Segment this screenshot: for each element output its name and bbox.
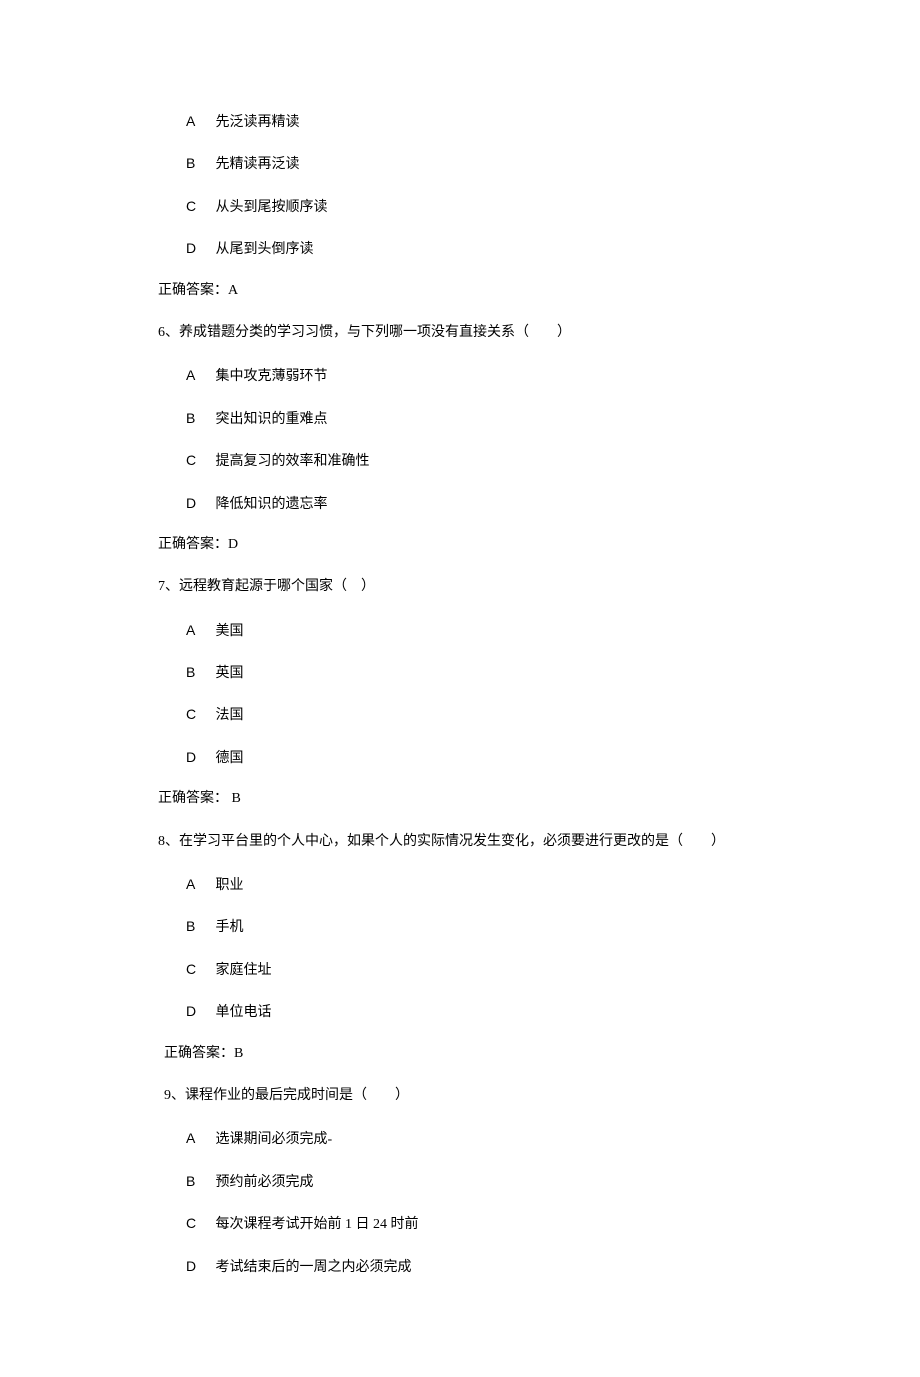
option-text: 职业	[216, 878, 244, 893]
q9-option-d: D 考试结束后的一周之内必须完成	[186, 1255, 762, 1279]
option-text: 德国	[216, 751, 244, 766]
option-letter: B	[186, 407, 212, 429]
q5-option-c: C 从头到尾按顺序读	[186, 195, 762, 219]
option-letter: A	[186, 873, 212, 895]
option-text: 法国	[216, 708, 244, 723]
option-letter: D	[186, 237, 212, 259]
option-letter: B	[186, 915, 212, 937]
q9-option-b: B 预约前必须完成	[186, 1170, 762, 1194]
q7-option-d: D 德国	[186, 746, 762, 770]
q7-answer: 正确答案： B	[158, 788, 762, 810]
option-letter: C	[186, 958, 212, 980]
option-letter: C	[186, 195, 212, 217]
q5-option-d: D 从尾到头倒序读	[186, 237, 762, 261]
option-text: 降低知识的遗忘率	[216, 497, 328, 512]
q6-option-a: A 集中攻克薄弱环节	[186, 364, 762, 388]
option-letter: D	[186, 1000, 212, 1022]
q9-text: 9、课程作业的最后完成时间是（ ）	[164, 1085, 762, 1107]
option-letter: A	[186, 619, 212, 641]
q8-option-a: A 职业	[186, 873, 762, 897]
option-letter: A	[186, 110, 212, 132]
option-text: 集中攻克薄弱环节	[216, 369, 328, 384]
option-letter: A	[186, 364, 212, 386]
q6-text: 6、养成错题分类的学习习惯，与下列哪一项没有直接关系（ ）	[158, 322, 762, 344]
q7-option-c: C 法国	[186, 703, 762, 727]
q6-option-b: B 突出知识的重难点	[186, 407, 762, 431]
option-letter: D	[186, 492, 212, 514]
option-text: 预约前必须完成	[216, 1175, 314, 1190]
option-text: 考试结束后的一周之内必须完成	[216, 1260, 412, 1275]
q6-answer: 正确答案：D	[158, 534, 762, 556]
option-text: 先泛读再精读	[216, 115, 300, 130]
option-text: 选课期间必须完成-	[216, 1132, 333, 1147]
option-text: 美国	[216, 624, 244, 639]
option-text: 手机	[216, 920, 244, 935]
option-text: 从尾到头倒序读	[216, 242, 314, 257]
option-text: 每次课程考试开始前 1 日 24 时前	[216, 1217, 419, 1232]
option-letter: B	[186, 661, 212, 683]
option-letter: B	[186, 1170, 212, 1192]
option-letter: C	[186, 449, 212, 471]
option-letter: B	[186, 152, 212, 174]
q6-option-d: D 降低知识的遗忘率	[186, 492, 762, 516]
option-text: 单位电话	[216, 1005, 272, 1020]
q8-text: 8、在学习平台里的个人中心，如果个人的实际情况发生变化，必须要进行更改的是（ ）	[158, 831, 762, 853]
option-letter: A	[186, 1127, 212, 1149]
q9-option-c: C 每次课程考试开始前 1 日 24 时前	[186, 1212, 762, 1236]
q7-text: 7、远程教育起源于哪个国家（ ）	[158, 576, 762, 598]
q5-option-a: A 先泛读再精读	[186, 110, 762, 134]
option-text: 英国	[216, 666, 244, 681]
option-text: 家庭住址	[216, 963, 272, 978]
option-letter: D	[186, 1255, 212, 1277]
option-letter: C	[186, 703, 212, 725]
q8-option-b: B 手机	[186, 915, 762, 939]
option-text: 提高复习的效率和准确性	[216, 454, 370, 469]
option-letter: D	[186, 746, 212, 768]
q8-option-d: D 单位电话	[186, 1000, 762, 1024]
q6-option-c: C 提高复习的效率和准确性	[186, 449, 762, 473]
option-text: 先精读再泛读	[216, 157, 300, 172]
q7-option-a: A 美国	[186, 619, 762, 643]
option-text: 突出知识的重难点	[216, 412, 328, 427]
q7-option-b: B 英国	[186, 661, 762, 685]
option-letter: C	[186, 1212, 212, 1234]
q8-answer: 正确答案：B	[164, 1043, 762, 1065]
q9-option-a: A 选课期间必须完成-	[186, 1127, 762, 1151]
q5-option-b: B 先精读再泛读	[186, 152, 762, 176]
q8-option-c: C 家庭住址	[186, 958, 762, 982]
q5-answer: 正确答案：A	[158, 280, 762, 302]
option-text: 从头到尾按顺序读	[216, 200, 328, 215]
